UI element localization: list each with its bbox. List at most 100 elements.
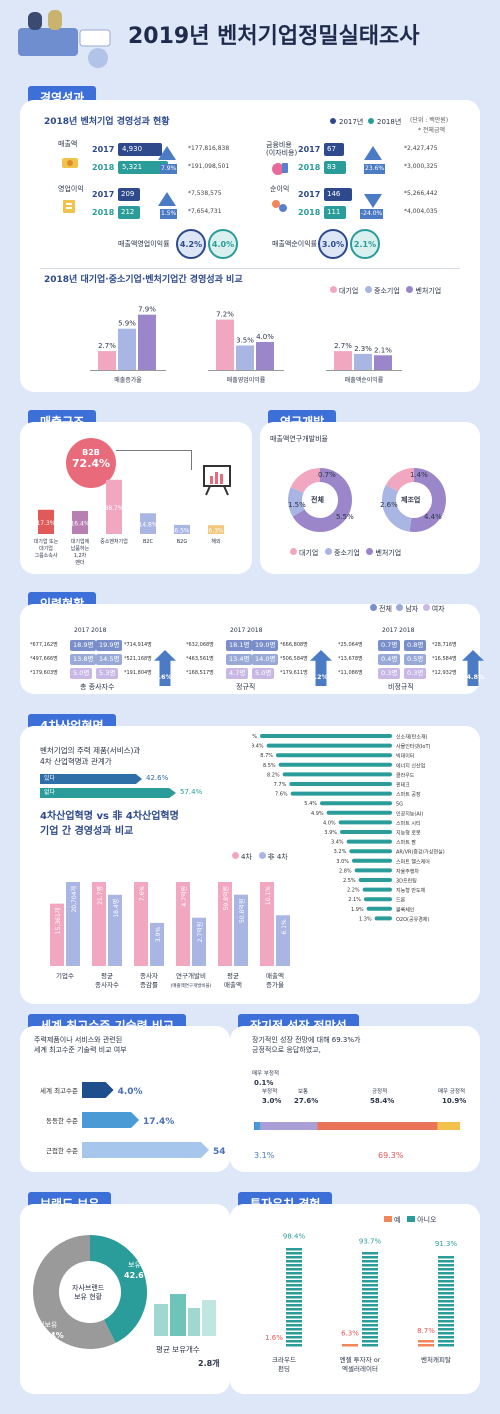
ind4-bar	[234, 894, 248, 966]
invest-no-bar	[286, 1276, 302, 1279]
invest-no-bar	[438, 1264, 454, 1267]
ind4-compare-title: 4차산업혁명 vs 非 4차산업혁명 기업 간 경영성과 비교	[40, 811, 179, 837]
field-name-label: 에너지 신산업	[396, 762, 425, 769]
field-value-label: 9.9%	[252, 734, 257, 740]
invest-no-bar	[286, 1272, 302, 1275]
op-v1-box	[118, 188, 140, 201]
hr-years: 2017 2018	[74, 627, 107, 634]
invest-no-bar	[438, 1256, 454, 1259]
invest-no-bar	[362, 1328, 378, 1331]
hr-value-2018: 14.0명	[252, 654, 279, 665]
field-bar	[349, 849, 392, 854]
ind4-category-label: 연구개발비	[176, 971, 206, 980]
brand-slice	[33, 1235, 116, 1349]
field-bar	[266, 743, 392, 748]
invest-no-bar	[286, 1296, 302, 1299]
hr-value-2018: 5.3명	[96, 668, 119, 679]
ind4-bar	[50, 903, 64, 966]
ind4-bar	[92, 882, 106, 966]
op-y2: 2018	[92, 208, 115, 217]
ind4-value-label: 18.4명	[112, 899, 120, 918]
hr-value-2017: 0.4명	[378, 654, 401, 665]
field-name-label: 5G	[396, 802, 403, 808]
compare-value-label: 2.1%	[374, 346, 392, 354]
op-t1: *7,538,575	[188, 190, 222, 197]
ind4-fields-chart: 9.9% 신소재(탄소재) 9.4% 사물인터넷(IoT) 8.7% 빅데이터 8.5% 에너…	[252, 734, 445, 923]
hr-value-2017: 13.4명	[226, 654, 253, 665]
ind4-no-value: 57.4%	[180, 788, 203, 796]
hr-growth-value: 14.8%	[462, 673, 485, 681]
field-value-label: 2.5%	[343, 878, 356, 884]
invest-yes-bar	[342, 1344, 358, 1347]
field-value-label: 3.4%	[331, 840, 344, 846]
invest-no-label: 91.3%	[435, 1240, 458, 1248]
tech-question: 주력제품이나 서비스와 관련된 세계 최고수준 기술력 비교 여부	[34, 1036, 127, 1054]
fin-icon	[270, 160, 290, 176]
invest-no-bar	[362, 1252, 378, 1255]
field-value-label: 2.2%	[347, 888, 360, 894]
invest-no-bar	[286, 1292, 302, 1295]
b2b-circle: B2B 72.4%	[66, 438, 116, 488]
invest-no-bar	[286, 1332, 302, 1335]
fin-label: 금융비용 (이자비용)	[266, 141, 298, 158]
hr-value-2017: 4.7명	[226, 668, 249, 679]
invest-no-bar	[286, 1316, 302, 1319]
invest-no-bar	[286, 1340, 302, 1343]
sales-v1-box	[118, 143, 162, 156]
rnd-pie-1-a: 0.7%	[318, 471, 336, 479]
net-v1: 146	[327, 190, 341, 198]
ind4-yes-value: 42.6%	[146, 774, 169, 782]
invest-no-bar	[286, 1336, 302, 1339]
compare-axis	[208, 370, 284, 371]
hr-value-2018: 0.3명	[404, 668, 427, 679]
hr-years: 2017 2018	[230, 627, 263, 634]
invest-no-bar	[362, 1280, 378, 1283]
ind4-value-label: 3.9%	[155, 927, 162, 943]
op-t2: *7,654,731	[188, 208, 222, 215]
invest-no-bar	[438, 1308, 454, 1311]
sales-v1: 4,930	[122, 145, 143, 153]
growth-neg-label: 부정적	[262, 1089, 278, 1095]
ind4-value-label: 15,361개	[54, 908, 62, 935]
field-bar	[366, 906, 392, 911]
ind4-value-label: 2.7억원	[196, 922, 204, 943]
invest-no-bar	[438, 1272, 454, 1275]
hr-value-2017: 18.1명	[226, 640, 253, 651]
net-icon	[270, 198, 290, 214]
invest-no-bar	[362, 1292, 378, 1295]
ind4-bar	[108, 894, 122, 966]
ind4-bar	[276, 915, 290, 966]
field-bar	[260, 734, 392, 738]
page-title: 2019년 벤처기업정밀실태조사	[128, 24, 420, 49]
field-bar	[374, 916, 392, 921]
hr-group-label: 정규직	[236, 683, 256, 691]
hr-total-right: *16,584명	[432, 656, 457, 662]
invest-no-bar	[286, 1308, 302, 1311]
title-decoration	[0, 0, 120, 80]
field-name-label: 지능형 로봇	[396, 830, 421, 837]
legend-2017: 2017년	[330, 118, 363, 126]
tech-value-label: 54.2%	[213, 1147, 226, 1157]
rnd-title: 매출액연구개발비율	[270, 435, 328, 443]
invest-no-bar	[438, 1300, 454, 1303]
b2b-value: 72.4%	[71, 457, 111, 470]
unit-note: * 전체금액	[418, 127, 445, 134]
invest-yes-label: 1.6%	[265, 1334, 283, 1342]
field-name-label: 사물인터넷(IoT)	[396, 743, 431, 750]
op-ratio-2017: 4.2%	[176, 229, 206, 259]
invest-no-bar	[438, 1316, 454, 1319]
field-bar	[358, 878, 392, 882]
growth-neutral-label: 보통	[298, 1089, 309, 1095]
hr-total-left: *13,678명	[338, 656, 363, 662]
growth-stacked-bar	[254, 1122, 460, 1130]
field-name-label: 블록체인	[396, 906, 415, 913]
tech-category-label: 근접한 수준	[46, 1147, 78, 1155]
hr-total-right: *191,804명	[124, 670, 152, 676]
ind4-value-label: 7.6%	[139, 886, 146, 902]
growth-segment	[254, 1122, 261, 1130]
sales-category-label: 1,2차	[74, 552, 87, 559]
hr-total-right: *506,584명	[280, 656, 308, 662]
hr-value-2018: 0.5명	[404, 654, 427, 665]
invest-category-label: 크라우드	[272, 1355, 296, 1364]
